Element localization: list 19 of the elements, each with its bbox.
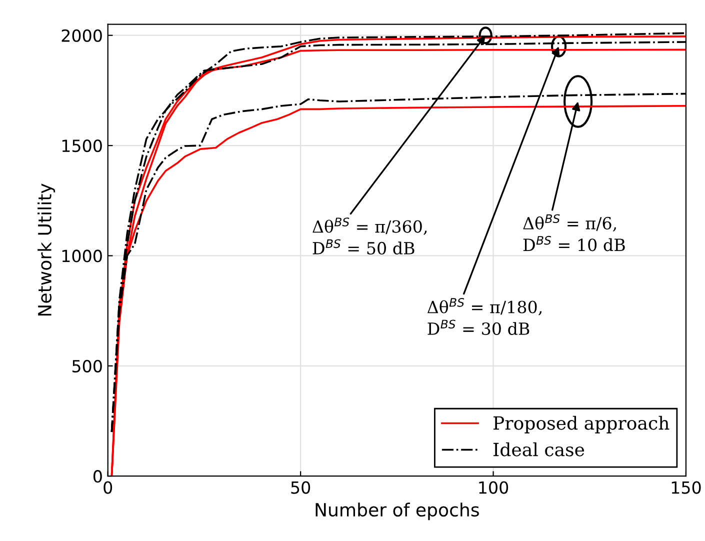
- annotation: Δθ$^{BS}$ = π/360,: [312, 218, 427, 235]
- y-tick-label: 1000: [62, 250, 102, 262]
- annotation: D$^{BS}$ = 30 dB: [428, 320, 530, 335]
- x-tick-label: 50: [291, 481, 310, 494]
- y-axis-title: Network Utility: [38, 184, 56, 316]
- annotation: D$^{BS}$ = 50 dB: [312, 239, 414, 255]
- legend-label: Ideal case: [494, 442, 584, 456]
- y-tick-label: 2000: [62, 29, 102, 42]
- y-tick-label: 500: [72, 360, 102, 372]
- y-tick-label: 1500: [62, 140, 102, 152]
- x-tick-label: 0: [104, 481, 112, 494]
- y-tick-label: 0: [94, 470, 102, 483]
- annotation: Δθ$^{BS}$ = π/6,: [523, 214, 616, 232]
- annotation: Δθ$^{BS}$ = π/180,: [427, 298, 542, 316]
- legend-label: Proposed approach: [494, 416, 670, 434]
- x-tick-label: 100: [479, 481, 508, 494]
- annotation: D$^{BS}$ = 10 dB: [523, 236, 625, 252]
- x-tick-label: 150: [672, 481, 701, 494]
- x-axis-title: Number of epochs: [316, 502, 479, 520]
